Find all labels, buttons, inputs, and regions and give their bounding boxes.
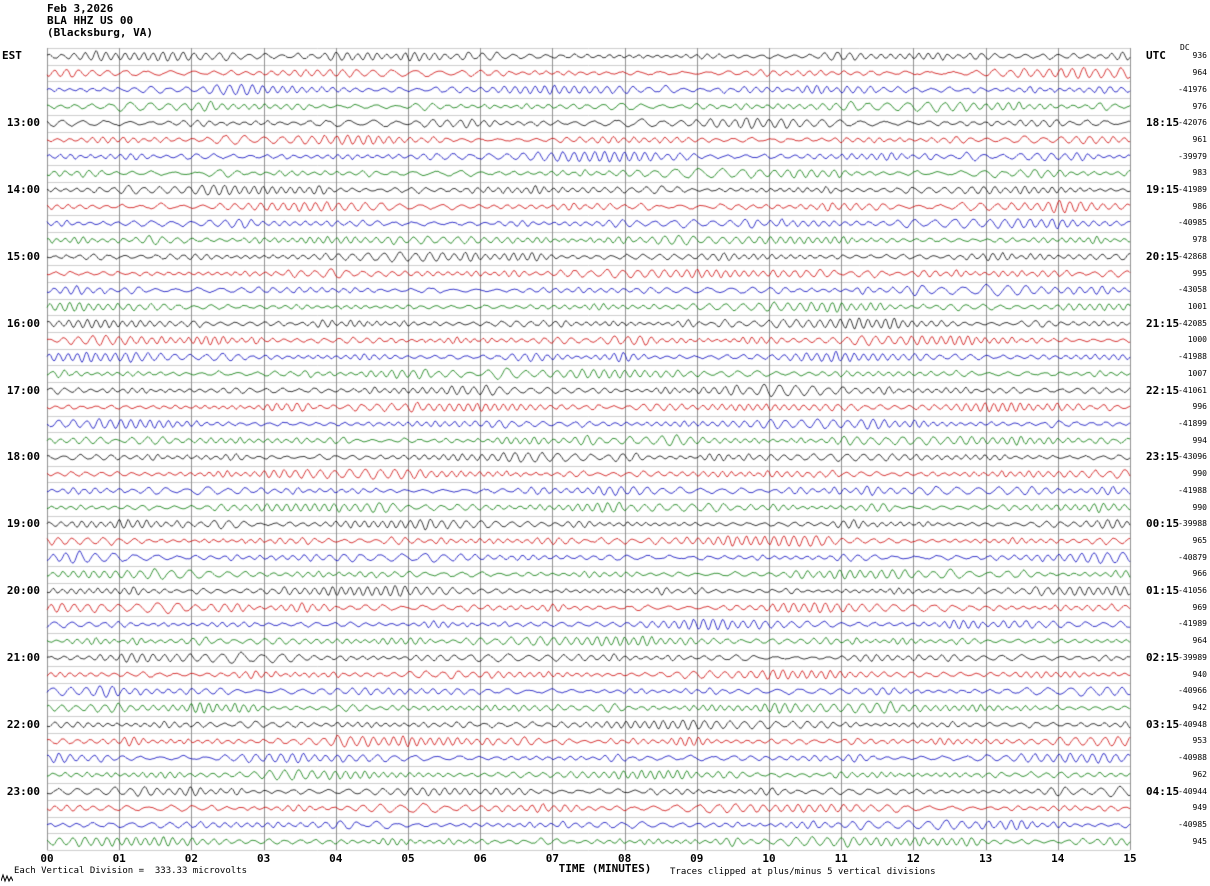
x-tick-label: 12 — [906, 852, 921, 865]
est-hour-label: 15:00 — [6, 249, 40, 263]
dc-offset-value: -39988 — [1178, 519, 1207, 529]
dc-offset-value: -40985 — [1178, 819, 1207, 829]
dc-offset-value: 990 — [1192, 469, 1207, 479]
dc-offset-value: -39979 — [1178, 151, 1207, 161]
x-tick-label: 02 — [184, 852, 199, 865]
dc-offset-value: 962 — [1192, 769, 1207, 779]
dc-offset-value: 990 — [1192, 502, 1207, 512]
x-axis-title: TIME (MINUTES) — [558, 862, 652, 875]
dc-offset-value: -40985 — [1178, 218, 1207, 228]
utc-hour-label: 21:15 — [1146, 316, 1180, 330]
dc-offset-value: 945 — [1192, 836, 1207, 846]
dc-offset-value: 936 — [1192, 51, 1207, 61]
utc-hour-label: 22:15 — [1146, 383, 1180, 397]
dc-offset-value: 965 — [1192, 535, 1207, 545]
utc-hour-label: 02:15 — [1146, 650, 1180, 664]
dc-offset-value: 940 — [1192, 669, 1207, 679]
utc-hour-label: 04:15 — [1146, 784, 1180, 798]
dc-offset-value: -42085 — [1178, 318, 1207, 328]
x-tick-label: 03 — [256, 852, 271, 865]
right-timezone-label: UTC — [1146, 49, 1166, 62]
dc-offset-value: 949 — [1192, 803, 1207, 813]
x-tick-label: 14 — [1051, 852, 1065, 865]
header-date: Feb 3,2026 — [47, 2, 114, 15]
dc-offset-value: 1000 — [1187, 335, 1207, 345]
dc-offset-value: 978 — [1192, 235, 1207, 245]
header-location: (Blacksburg, VA) — [47, 26, 153, 39]
x-tick-label: 09 — [690, 852, 704, 865]
utc-hour-label: 00:15 — [1146, 517, 1180, 531]
dc-offset-value: 966 — [1192, 569, 1207, 579]
est-hour-label: 19:00 — [6, 517, 40, 531]
dc-offset-value: 1001 — [1187, 302, 1207, 311]
dc-offset-value: -42868 — [1178, 251, 1207, 261]
x-tick-label: 13 — [978, 852, 993, 865]
x-tick-label: 11 — [834, 852, 848, 865]
x-tick-label: 07 — [545, 852, 560, 865]
dc-column-label: DC — [1180, 43, 1190, 52]
dc-offset-value: -39989 — [1178, 652, 1207, 662]
dc-offset-value: 964 — [1192, 636, 1207, 646]
dc-offset-value: -40988 — [1178, 753, 1207, 763]
dc-offset-value: -41989 — [1178, 619, 1207, 629]
dc-offset-value: -40944 — [1178, 786, 1207, 796]
dc-offset-value: -41061 — [1178, 385, 1207, 395]
est-hour-label: 17:00 — [6, 383, 40, 397]
dc-offset-value: 976 — [1192, 101, 1207, 111]
dc-offset-value: 983 — [1192, 168, 1207, 178]
dc-offset-value: 953 — [1192, 736, 1207, 746]
dc-offset-value: 995 — [1192, 268, 1207, 278]
dc-offset-value: 964 — [1192, 68, 1207, 78]
x-tick-label: 00 — [40, 852, 54, 865]
x-tick-label: 10 — [762, 852, 776, 865]
dc-offset-value: -42076 — [1178, 118, 1207, 128]
dc-offset-value: -41056 — [1178, 586, 1207, 595]
header-station: BLA HHZ US 00 — [47, 14, 134, 27]
est-hour-label: 22:00 — [6, 717, 40, 731]
footer-clip-note: Traces clipped at plus/minus 5 vertical … — [670, 867, 936, 877]
dc-offset-value: -41976 — [1178, 84, 1207, 94]
dc-offset-value: -41988 — [1178, 352, 1207, 362]
dc-offset-value: -41899 — [1178, 418, 1207, 428]
x-tick-label: 06 — [473, 852, 487, 865]
x-tick-label: 04 — [329, 852, 343, 865]
x-tick-label: 15 — [1123, 852, 1137, 865]
utc-hour-label: 23:15 — [1146, 450, 1180, 464]
left-timezone-label: EST — [2, 49, 22, 62]
utc-hour-label: 19:15 — [1146, 183, 1180, 196]
dc-offset-value: -40879 — [1178, 552, 1207, 562]
x-tick-label: 08 — [617, 852, 632, 865]
utc-hour-label: 03:15 — [1146, 717, 1180, 731]
utc-hour-label: 18:15 — [1146, 116, 1180, 130]
dc-offset-value: 969 — [1192, 602, 1207, 612]
dc-offset-value: -41989 — [1178, 185, 1207, 194]
dc-offset-value: 994 — [1192, 435, 1207, 445]
dc-offset-value: -43058 — [1178, 285, 1207, 295]
est-hour-label: 16:00 — [6, 316, 40, 330]
dc-offset-value: 1007 — [1187, 368, 1207, 378]
est-hour-label: 20:00 — [6, 584, 40, 597]
utc-hour-label: 20:15 — [1146, 249, 1180, 263]
x-tick-label: 01 — [112, 852, 126, 865]
x-tick-label: 05 — [401, 852, 415, 865]
dc-offset-value: -40948 — [1178, 719, 1207, 729]
est-hour-label: 23:00 — [6, 784, 40, 798]
est-hour-label: 13:00 — [6, 116, 40, 130]
dc-offset-value: 986 — [1192, 201, 1207, 211]
dc-offset-value: 961 — [1192, 134, 1207, 144]
est-hour-label: 18:00 — [6, 450, 40, 464]
dc-offset-value: -43096 — [1178, 452, 1207, 462]
est-hour-label: 21:00 — [6, 650, 40, 664]
footer-scale-note: Each Vertical Division = 333.33 microvol… — [14, 866, 247, 876]
dc-offset-value: 942 — [1192, 703, 1207, 712]
est-hour-label: 14:00 — [6, 183, 40, 196]
dc-offset-value: -41988 — [1178, 485, 1207, 495]
calibration-wiggle-icon — [1, 873, 13, 883]
utc-hour-label: 01:15 — [1146, 584, 1180, 597]
dc-offset-value: 996 — [1192, 402, 1207, 412]
dc-offset-value: -40966 — [1178, 686, 1207, 696]
